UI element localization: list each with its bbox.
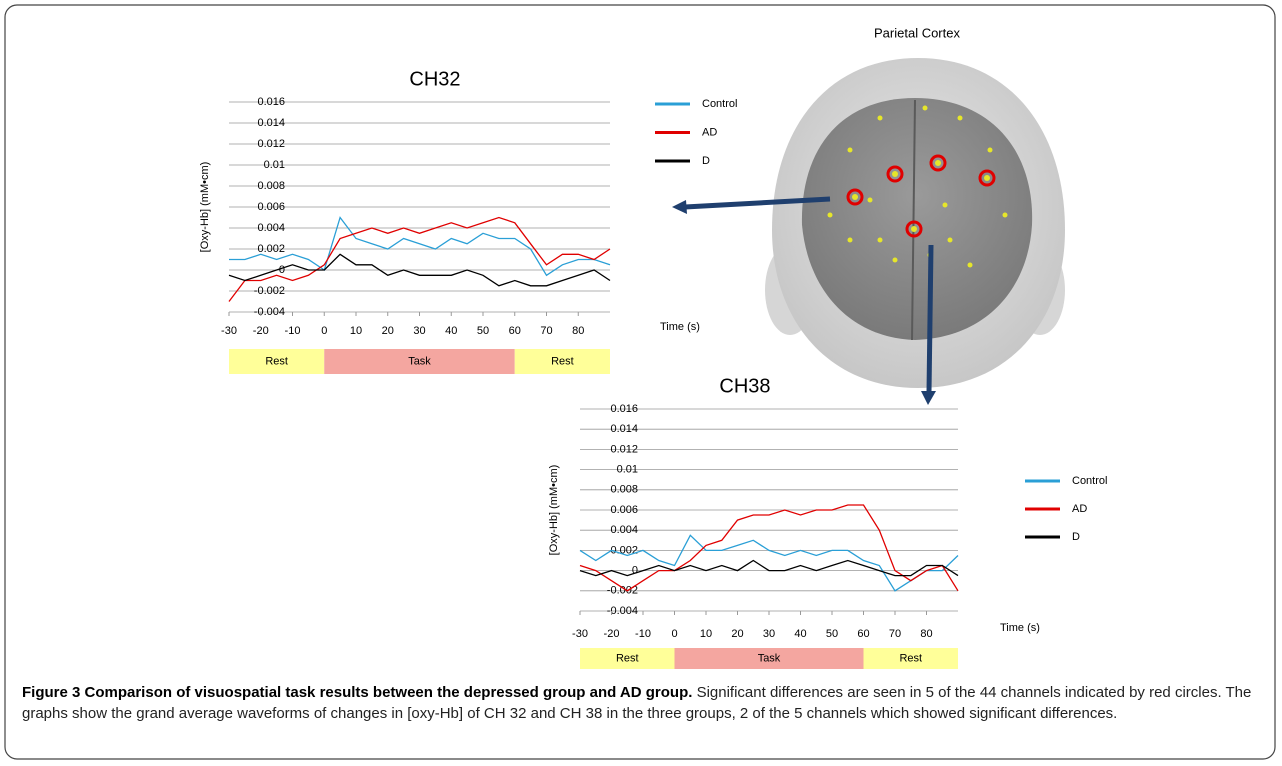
brain-label: Parietal Cortex	[874, 25, 960, 40]
x-tick-label: 40	[794, 628, 806, 640]
legend-label: Control	[702, 98, 737, 110]
y-axis-label: [Oxy-Hb] (mM•cm)	[548, 465, 560, 556]
legend-label: D	[1072, 531, 1080, 543]
y-tick-label: 0.012	[610, 443, 638, 455]
y-tick-label: 0.01	[617, 464, 638, 476]
chart-title: CH32	[409, 68, 460, 90]
x-tick-label: -20	[604, 628, 620, 640]
x-tick-label: 70	[889, 628, 901, 640]
x-tick-label: 20	[731, 628, 743, 640]
x-tick-label: 60	[857, 628, 869, 640]
x-tick-label: 40	[445, 325, 457, 337]
y-tick-label: 0.004	[257, 222, 285, 234]
x-tick-label: 80	[920, 628, 932, 640]
y-tick-label: 0.016	[257, 96, 285, 108]
y-tick-label: 0	[279, 264, 285, 276]
brain-image	[765, 58, 1065, 388]
legend-label: AD	[1072, 503, 1087, 515]
figure-border	[5, 5, 1275, 759]
x-tick-label: 0	[321, 325, 327, 337]
x-tick-label: -30	[572, 628, 588, 640]
x-tick-label: -10	[285, 325, 301, 337]
x-tick-label: 50	[826, 628, 838, 640]
y-tick-label: -0.004	[254, 306, 285, 318]
y-tick-label: 0.008	[610, 484, 638, 496]
x-tick-label: 30	[413, 325, 425, 337]
x-tick-label: 50	[477, 325, 489, 337]
x-tick-label: 80	[572, 325, 584, 337]
y-tick-label: 0.004	[610, 524, 638, 536]
x-tick-label: 60	[509, 325, 521, 337]
y-tick-label: 0.008	[257, 180, 285, 192]
y-tick-label: 0.014	[257, 117, 285, 129]
series-line	[229, 218, 610, 302]
phase-label: Rest	[899, 652, 922, 664]
y-tick-label: 0.002	[257, 243, 285, 255]
phase-label: Rest	[551, 355, 574, 367]
y-tick-label: 0.014	[610, 423, 638, 435]
chart-title: CH38	[719, 375, 770, 397]
caption: Figure 3 Comparison of visuospatial task…	[22, 682, 1262, 724]
y-tick-label: -0.002	[254, 285, 285, 297]
legend-label: D	[702, 155, 710, 167]
x-axis-label: Time (s)	[660, 321, 700, 333]
y-axis-label: [Oxy-Hb] (mM•cm)	[199, 162, 211, 253]
x-tick-label: -10	[635, 628, 651, 640]
x-tick-label: 0	[671, 628, 677, 640]
phase-label: Rest	[616, 652, 639, 664]
y-tick-label: 0.012	[257, 138, 285, 150]
caption-title: Figure 3 Comparison of visuospatial task…	[22, 684, 692, 701]
y-tick-label: 0.006	[257, 201, 285, 213]
x-tick-label: 30	[763, 628, 775, 640]
y-tick-label: 0.006	[610, 504, 638, 516]
phase-label: Rest	[265, 355, 288, 367]
y-tick-label: 0.01	[264, 159, 285, 171]
x-tick-label: -20	[253, 325, 269, 337]
legend-label: Control	[1072, 475, 1107, 487]
x-tick-label: 20	[382, 325, 394, 337]
x-tick-label: 70	[540, 325, 552, 337]
x-tick-label: 10	[700, 628, 712, 640]
x-tick-label: -30	[221, 325, 237, 337]
phase-label: Task	[408, 355, 431, 367]
legend-label: AD	[702, 126, 717, 138]
x-tick-label: 10	[350, 325, 362, 337]
phase-label: Task	[758, 652, 781, 664]
y-tick-label: 0.016	[610, 403, 638, 415]
x-axis-label: Time (s)	[1000, 622, 1040, 634]
page: {"brain_label": "Parietal Cortex", "capt…	[0, 0, 1282, 766]
y-tick-label: 0	[632, 565, 638, 577]
y-tick-label: -0.004	[607, 605, 638, 617]
figure: Parietal Cortex CH32 [Oxy-Hb] (mM•cm) Time…	[0, 0, 1282, 766]
